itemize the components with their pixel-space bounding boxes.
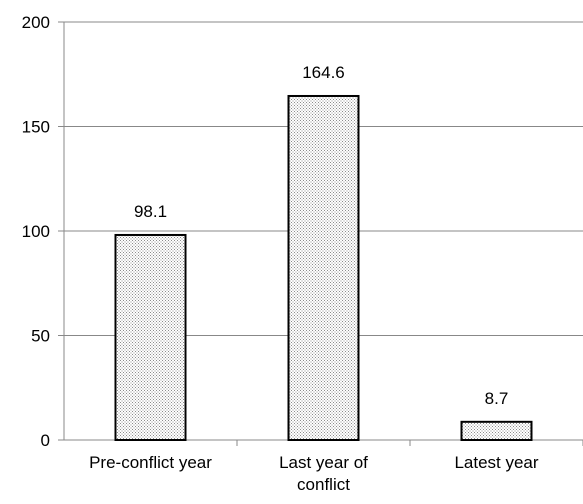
- data-label: 164.6: [302, 63, 345, 82]
- bar: [460, 420, 533, 441]
- y-tick-label: 200: [22, 13, 50, 32]
- x-category-label-line: Pre-conflict year: [89, 453, 212, 472]
- y-tick-label: 100: [22, 222, 50, 241]
- bars: [114, 94, 533, 442]
- x-category-label-line: Last year of: [279, 453, 368, 472]
- y-tick-label: 150: [22, 118, 50, 137]
- data-label: 98.1: [134, 202, 167, 221]
- x-category-label-line: conflict: [297, 475, 350, 494]
- data-label: 8.7: [485, 389, 509, 408]
- x-category-label: Pre-conflict year: [89, 453, 212, 472]
- labels: 0 50 100 150 200 98.1 Pre-conflict year 164.6 La…: [22, 13, 539, 494]
- x-category-label: Latest year: [454, 453, 538, 472]
- y-tick-label: 0: [41, 431, 50, 450]
- x-category-label: Last year of conflict: [279, 453, 368, 494]
- bar: [114, 233, 187, 441]
- bar: [287, 94, 360, 442]
- x-category-label-line: Latest year: [454, 453, 538, 472]
- y-tick-label: 50: [31, 327, 50, 346]
